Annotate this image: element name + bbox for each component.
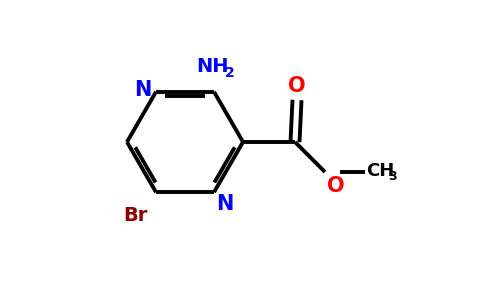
Text: Br: Br [123,206,148,225]
Text: NH: NH [196,57,228,76]
Text: N: N [135,80,152,100]
Text: 3: 3 [388,169,396,182]
Text: N: N [216,194,233,214]
Text: O: O [327,176,345,196]
Text: 2: 2 [225,66,235,80]
Text: O: O [288,76,306,96]
Text: CH: CH [366,162,394,180]
